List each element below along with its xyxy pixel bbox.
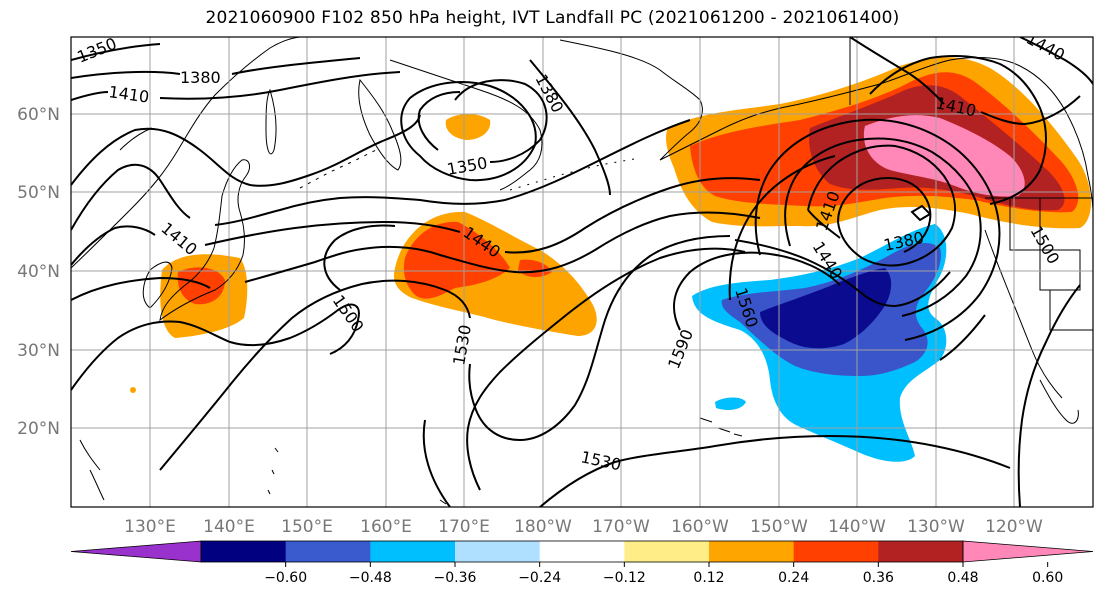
colorbar-tick-label: 0.48 bbox=[947, 570, 978, 586]
lat-label: 50°N bbox=[17, 183, 60, 203]
ivt-small-patch bbox=[130, 387, 136, 393]
lon-label: 140°W bbox=[828, 517, 886, 537]
height-contours bbox=[71, 37, 1093, 507]
lon-label: 170°E bbox=[438, 517, 490, 537]
lon-label: 170°W bbox=[592, 517, 650, 537]
colorbar-bin bbox=[539, 541, 625, 562]
colorbar-outline bbox=[200, 540, 964, 563]
map-title: 2021060900 F102 850 hPa height, IVT Land… bbox=[205, 8, 900, 28]
ivt-positive-gulf-of-alaska-r060 bbox=[863, 115, 1025, 197]
colorbar-extend-max bbox=[962, 540, 1094, 563]
colorbar-bin bbox=[793, 541, 879, 562]
longitude-labels: 130°E 140°E 150°E 160°E 170°E 180°W 170°… bbox=[124, 517, 1043, 537]
lat-label: 40°N bbox=[17, 262, 60, 282]
lon-label: 120°W bbox=[985, 517, 1043, 537]
colorbar-tick-label: 0.12 bbox=[693, 570, 724, 586]
lon-label: 150°W bbox=[750, 517, 808, 537]
colorbar-tick-label: −0.24 bbox=[518, 570, 561, 586]
contour-label: 1380 bbox=[180, 68, 221, 87]
ivt-negative-subtropical-r060 bbox=[760, 268, 892, 349]
lon-label: 130°W bbox=[907, 517, 965, 537]
colorbar-tick-label: −0.60 bbox=[264, 570, 307, 586]
lon-label: 140°E bbox=[203, 517, 255, 537]
coastlines bbox=[71, 37, 1093, 505]
lon-label: 180°W bbox=[514, 517, 572, 537]
colorbar-bin bbox=[878, 541, 964, 562]
lon-label: 160°W bbox=[671, 517, 729, 537]
colorbar-tick-label: 0.60 bbox=[1032, 570, 1063, 586]
colorbar-tick-label: −0.36 bbox=[434, 570, 477, 586]
lon-label: 150°E bbox=[281, 517, 333, 537]
colorbar-tick-label: −0.48 bbox=[349, 570, 392, 586]
map-frame bbox=[70, 36, 1094, 508]
colorbar-extend-min bbox=[70, 540, 202, 563]
colorbar-bin bbox=[624, 541, 710, 562]
latitude-labels: 60°N 50°N 40°N 30°N 20°N bbox=[17, 105, 60, 439]
lat-label: 60°N bbox=[17, 105, 60, 125]
lon-label: 160°E bbox=[360, 517, 412, 537]
ivt-positive-okhotsk bbox=[445, 114, 491, 140]
lat-label: 20°N bbox=[17, 419, 60, 439]
colorbar-bin bbox=[201, 541, 287, 562]
lat-label: 30°N bbox=[17, 341, 60, 361]
colorbar-bin bbox=[370, 541, 456, 562]
colorbar: −0.60 −0.48 −0.36 −0.24 −0.12 0.12 0.24 0.36 0.4… bbox=[70, 540, 1094, 586]
colorbar-tick-label: −0.12 bbox=[603, 570, 646, 586]
map-panel: 1350 1380 1410 1380 1350 1410 1440 1500 … bbox=[71, 37, 1093, 507]
colorbar-tick-label: 0.24 bbox=[778, 570, 809, 586]
colorbar-bin bbox=[709, 541, 795, 562]
colorbar-bin bbox=[285, 541, 371, 562]
ivt-negative-patch-hawaii bbox=[715, 397, 746, 410]
lon-label: 130°E bbox=[124, 517, 176, 537]
colorbar-bin bbox=[455, 541, 541, 562]
colorbar-tick-label: 0.36 bbox=[863, 570, 894, 586]
ivt-positive-japan-core bbox=[177, 267, 225, 305]
